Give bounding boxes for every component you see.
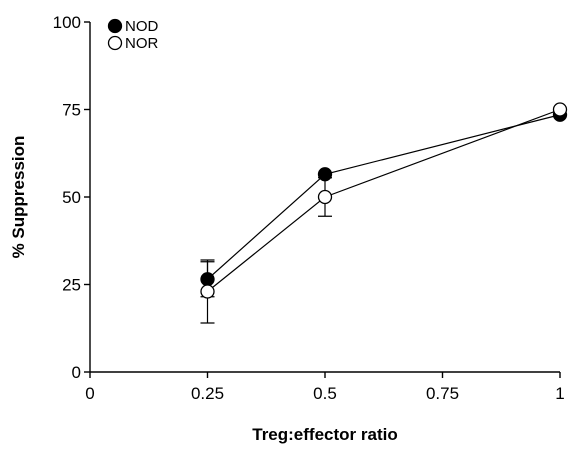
series-lines <box>207 108 561 292</box>
x-tick-label: 0 <box>85 384 94 403</box>
y-tick-label: 100 <box>53 13 81 32</box>
data-point-nor <box>200 284 215 299</box>
data-markers <box>200 102 568 299</box>
series-line-nor <box>207 108 561 292</box>
y-tick-label: 75 <box>62 101 81 120</box>
data-point-nod <box>317 167 333 182</box>
series-line-nod <box>207 114 561 280</box>
x-tick-label: 0.5 <box>313 384 337 403</box>
x-tick-label: 0.75 <box>426 384 459 403</box>
tick-group: 0 0.25 0.5 0.75 1 0 25 50 75 100 <box>53 13 565 403</box>
data-point-nor <box>317 189 333 205</box>
legend-marker-nor <box>107 35 123 51</box>
legend-label-nor: NOR <box>125 35 159 52</box>
data-point-nod <box>200 272 215 287</box>
y-tick-label: 50 <box>62 188 81 207</box>
y-axis-title: % Suppression <box>9 136 28 259</box>
x-axis-title: Treg:effector ratio <box>252 425 397 444</box>
y-tick-label: 25 <box>62 276 81 295</box>
data-point-nor <box>552 102 568 117</box>
x-tick-label: 1 <box>555 384 564 403</box>
legend-label-nod: NOD <box>125 18 159 35</box>
y-tick-label: 0 <box>72 363 81 382</box>
legend-marker-nod <box>107 18 123 34</box>
error-bars <box>200 177 332 324</box>
x-tick-label: 0.25 <box>191 384 224 403</box>
